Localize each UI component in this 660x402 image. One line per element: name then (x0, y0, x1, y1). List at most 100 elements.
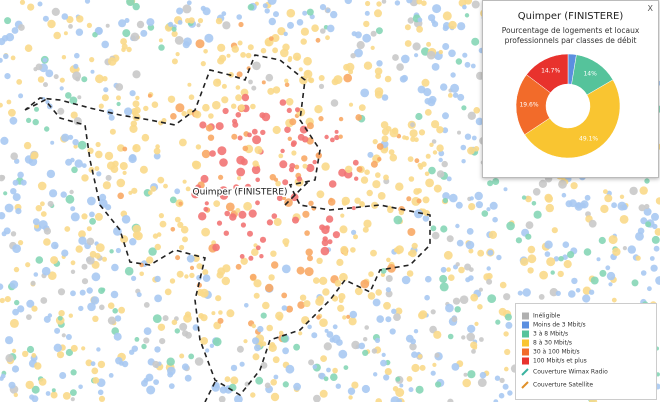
map-dot (380, 268, 387, 274)
map-dot (404, 24, 411, 31)
map-dot (235, 112, 242, 118)
map-dot (121, 43, 128, 50)
map-dot (431, 231, 440, 240)
map-dot (417, 17, 423, 23)
map-dot (94, 166, 100, 171)
map-dot (154, 243, 161, 251)
map-dot (0, 373, 6, 379)
map-dot (389, 128, 399, 138)
map-dot (186, 108, 194, 116)
map-dot (131, 275, 137, 281)
map-dot (598, 236, 606, 245)
map-dot (260, 312, 267, 319)
map-dot (446, 267, 451, 272)
map-dot (148, 190, 153, 195)
map-dot (202, 7, 211, 16)
map-dot (362, 226, 369, 233)
map-dot (283, 31, 288, 37)
map-dot (164, 288, 172, 296)
map-dot (286, 107, 292, 113)
map-dot (17, 305, 25, 313)
legend-label: 30 à 100 Mbit/s (533, 349, 580, 356)
map-dot (230, 376, 239, 385)
map-dot (425, 178, 434, 188)
map-dot (216, 271, 224, 279)
map-dot (179, 353, 185, 359)
map-dot (53, 31, 61, 40)
map-dot (180, 225, 189, 234)
map-dot (92, 377, 100, 384)
map-dot (311, 332, 318, 339)
map-dot (184, 274, 189, 279)
map-dot (37, 181, 47, 191)
map-dot (289, 118, 297, 126)
map-dot (217, 57, 225, 65)
map-dot (331, 334, 341, 344)
map-dot (232, 121, 239, 128)
map-dot (116, 178, 126, 188)
map-dot (599, 269, 607, 277)
map-dot (424, 98, 431, 105)
map-dot (622, 246, 628, 251)
map-dot (76, 15, 84, 23)
map-dot (188, 17, 195, 24)
map-dot (59, 86, 64, 91)
map-dot (464, 13, 470, 18)
legend-label: Couverture Wimax Radio (533, 369, 608, 376)
map-dot (268, 17, 276, 26)
map-dot (452, 297, 461, 305)
map-dot (515, 237, 523, 244)
map-dot (304, 267, 314, 277)
map-dot (182, 236, 188, 243)
map-dot (26, 345, 35, 354)
map-dot (183, 37, 192, 46)
map-dot (265, 40, 272, 47)
map-dot (235, 94, 243, 102)
map-dot (195, 184, 202, 191)
map-dot (330, 10, 338, 19)
map-dot (273, 177, 279, 182)
map-dot (112, 308, 118, 314)
map-dot (370, 30, 377, 37)
map-dot (409, 343, 417, 351)
map-dot (1, 231, 7, 237)
map-dot (35, 256, 44, 264)
map-dot (50, 256, 59, 265)
map-dot (380, 359, 387, 367)
legend-swatch (522, 330, 529, 338)
map-dot (300, 38, 307, 45)
map-dot (318, 83, 325, 89)
map-dot (499, 281, 507, 289)
map-dot (348, 317, 357, 326)
map-dot (264, 382, 271, 389)
map-dot (102, 256, 107, 262)
map-dot (343, 73, 353, 83)
map-dot (72, 139, 79, 146)
map-dot (487, 249, 494, 256)
map-dot (538, 179, 548, 188)
map-dot (194, 357, 204, 366)
map-dot (159, 338, 166, 345)
map-dot (268, 274, 275, 281)
map-dot (42, 57, 48, 63)
map-dot (319, 389, 328, 398)
map-dot (301, 316, 310, 325)
map-dot (407, 228, 416, 236)
map-dot (43, 238, 51, 246)
map-dot (90, 69, 95, 74)
map-dot (298, 331, 303, 336)
map-dot (56, 351, 65, 359)
map-dot (45, 391, 51, 396)
map-dot (334, 129, 339, 134)
map-dot (42, 15, 49, 22)
map-dot (600, 204, 609, 214)
map-dot (146, 256, 154, 264)
map-dot (375, 27, 383, 35)
map-dot (383, 374, 390, 381)
map-dot (319, 276, 328, 285)
close-button[interactable]: X (647, 4, 653, 13)
map-dot (61, 249, 69, 257)
map-dot (455, 201, 463, 209)
map-dot (13, 392, 18, 398)
map-dot (477, 304, 483, 310)
